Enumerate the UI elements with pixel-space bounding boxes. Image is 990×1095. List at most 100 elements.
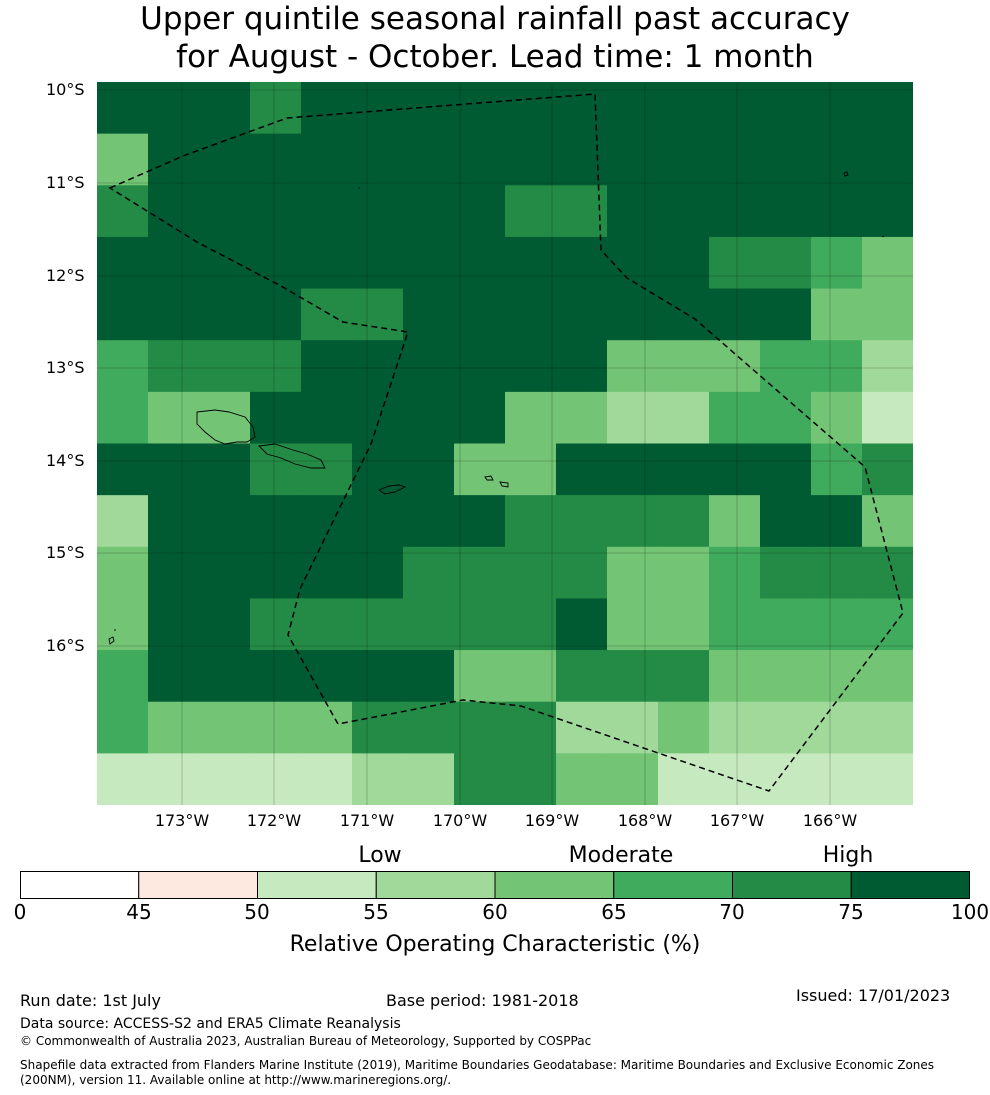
grid-cell [556,546,608,600]
grid-cell [709,546,761,600]
grid-cell [505,391,557,445]
grid-cell [760,185,812,238]
grid-cell [607,391,659,445]
grid-cell [250,340,302,393]
grid-cell [811,340,863,393]
grid-cell [403,236,455,290]
lon-label-166w: 166°W [802,811,858,830]
grid-cell [454,650,506,703]
grid-cell [505,753,557,805]
grid-cell [97,185,149,238]
shapefile-credit-line-2: (200NM), version 11. Available online at… [20,1073,452,1087]
grid-cell [454,495,506,548]
grid-cell [148,495,200,548]
colorbar-tick-0: 0 [13,900,27,924]
grid-cell [199,546,251,600]
grid-cell [607,185,659,238]
grid-cell [556,340,608,393]
grid-cell [148,340,200,393]
grid-cell [505,598,557,651]
grid-cell [811,753,863,805]
grid-cell [760,340,812,393]
grid-cell [301,236,353,290]
grid-cell [760,650,812,703]
grid-cell [352,391,404,445]
grid-cell [862,650,913,703]
grid-cell [148,391,200,445]
grid-cell [97,443,149,496]
grid-cell [607,753,659,805]
shapefile-credit-line-1: Shapefile data extracted from Flanders M… [20,1058,935,1072]
grid-cell [658,133,710,186]
grid-cell [862,82,913,135]
grid-cell [250,185,302,238]
grid-cell [607,236,659,290]
grid-cell [199,82,251,135]
grid-cell [403,753,455,805]
grid-cell [250,82,302,135]
grid-cell [250,133,302,186]
lon-label-170w: 170°W [432,811,488,830]
grid-cell [658,546,710,600]
grid-cell [97,340,149,393]
grid-cell [301,753,353,805]
grid-cell [199,443,251,496]
islet-outline-3 [108,636,115,645]
grid-cell [148,443,200,496]
grid-cell [760,82,812,135]
grid-cell [607,701,659,754]
grid-cell [199,753,251,805]
grid-cell [352,753,404,805]
grid-cell [811,391,863,445]
grid-cell [760,443,812,496]
colorbar-tick-50: 50 [244,900,270,924]
grid-cell [658,288,710,341]
lon-label-168w: 168°W [617,811,673,830]
grid-cell [862,495,913,548]
grid-cell [352,185,404,238]
grid-cell [760,495,812,548]
grid-cell [709,236,761,290]
grid-cell [250,391,302,445]
grid-cell [658,391,710,445]
grid-cell [556,495,608,548]
grid-cell [505,133,557,186]
lon-label-173w: 173°W [154,811,210,830]
grid-cell [148,753,200,805]
grid-cell [454,288,506,341]
grid-cell [301,443,353,496]
title-line-1: Upper quintile seasonal rainfall past ac… [140,1,850,37]
grid-cell [811,185,863,238]
grid-cell [301,391,353,445]
grid-cell [97,598,149,651]
grid-cell [862,391,913,445]
grid-cell [352,650,404,703]
colorbar-tick-55: 55 [363,900,389,924]
grid-cell [760,288,812,341]
colorbar-tick-60: 60 [482,900,508,924]
grid-cell [454,82,506,135]
grid-cell [811,133,863,186]
grid-cell [862,133,913,186]
grid-cell [352,546,404,600]
grid-cell [658,495,710,548]
roc-colorbar [20,871,970,899]
colorbar-tick-75: 75 [838,900,864,924]
lat-label-10s: 10°S [46,80,85,99]
grid-cell [199,701,251,754]
islet-outline-2 [881,235,885,238]
lon-label-167w: 167°W [709,811,765,830]
grid-cell [301,82,353,135]
grid-cell [709,133,761,186]
grid-cell [505,495,557,548]
grid-cell [454,391,506,445]
grid-cell [403,133,455,186]
grid-cell [199,133,251,186]
grid-cell [760,598,812,651]
lat-label-12s: 12°S [46,266,85,285]
grid-cell [301,340,353,393]
grid-cell [454,236,506,290]
grid-cell [607,340,659,393]
grid-cell [250,650,302,703]
grid-cell [709,753,761,805]
